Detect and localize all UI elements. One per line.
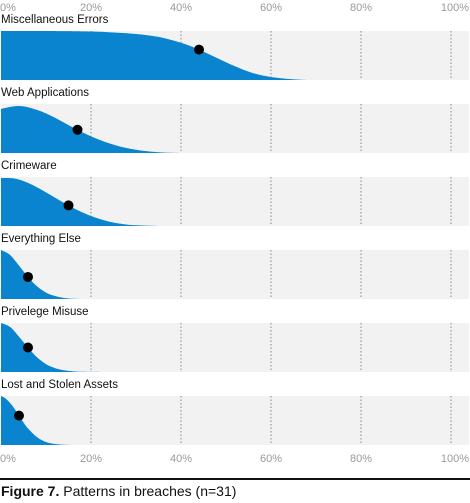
x-tick-label-top: 40% <box>170 2 192 14</box>
figure-caption: Figure 7. Patterns in breaches (n=31) <box>1 483 236 499</box>
caption-rule <box>0 478 470 480</box>
density-area-web-applications <box>1 105 181 153</box>
marker-dot-privelege-misuse <box>23 342 33 353</box>
panel-background <box>1 396 469 445</box>
panel-background <box>1 323 469 372</box>
marker-dot-web-applications <box>72 124 83 135</box>
panel-label-web-applications: Web Applications <box>1 87 89 99</box>
marker-dot-lost-and-stolen-assets <box>14 410 24 421</box>
marker-dot-miscellaneous-errors <box>194 44 204 55</box>
ridgeline-chart: 0% 0% 20% 20% 40% 40% 60% 60% 80% 80% 100% 100% Misc… <box>0 2 469 465</box>
x-tick-label-bottom: 0% <box>0 453 16 465</box>
x-tick-label-top: 100% <box>441 2 469 14</box>
marker-dot-everything-else <box>23 271 33 282</box>
x-tick-label-top: 0% <box>0 2 16 14</box>
panel-label-crimeware: Crimeware <box>1 160 57 172</box>
panel-background <box>1 250 469 299</box>
x-tick-label-bottom: 20% <box>80 453 102 465</box>
density-area-privelege-misuse <box>1 323 100 372</box>
marker-dot-crimeware <box>63 200 74 211</box>
panel-label-lost-and-stolen-assets: Lost and Stolen Assets <box>1 379 118 391</box>
x-tick-label-top: 60% <box>260 2 282 14</box>
x-tick-label-top: 20% <box>80 2 102 14</box>
x-tick-label-bottom: 60% <box>260 453 282 465</box>
x-tick-label-bottom: 100% <box>441 453 469 465</box>
panel-label-privelege-misuse: Privelege Misuse <box>1 306 89 318</box>
figure-caption-text: Patterns in breaches (n=31) <box>59 483 237 499</box>
panel-label-everything-else: Everything Else <box>1 233 81 245</box>
density-area-miscellaneous-errors <box>1 31 307 80</box>
x-tick-label-top: 80% <box>350 2 372 14</box>
figure-caption-label: Figure 7. <box>1 483 60 499</box>
x-tick-label-bottom: 40% <box>170 453 192 465</box>
panel-label-miscellaneous-errors: Miscellaneous Errors <box>1 14 109 26</box>
density-area-crimeware <box>1 177 159 226</box>
density-area-lost-and-stolen-assets <box>1 396 73 445</box>
density-area-everything-else <box>1 250 82 299</box>
x-tick-label-bottom: 80% <box>350 453 372 465</box>
